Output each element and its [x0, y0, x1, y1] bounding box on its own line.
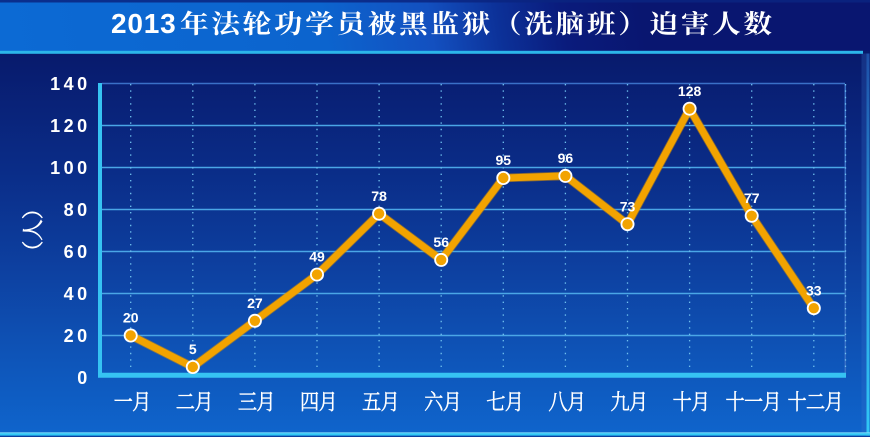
svg-text:60: 60	[64, 242, 91, 262]
svg-text:77: 77	[744, 190, 760, 206]
svg-text:27: 27	[247, 295, 263, 311]
svg-text:73: 73	[620, 198, 636, 214]
svg-text:0: 0	[77, 368, 91, 388]
svg-text:78: 78	[371, 188, 387, 204]
svg-text:96: 96	[558, 150, 574, 166]
svg-text:56: 56	[433, 234, 449, 250]
svg-text:95: 95	[496, 152, 512, 168]
svg-text:20: 20	[64, 326, 91, 346]
svg-text:80: 80	[64, 200, 91, 220]
svg-text:2013: 2013	[111, 8, 177, 39]
svg-text:128: 128	[678, 83, 702, 99]
svg-text:33: 33	[806, 282, 822, 298]
svg-text:20: 20	[123, 310, 139, 326]
svg-text:100: 100	[50, 158, 91, 178]
svg-text:49: 49	[309, 249, 325, 265]
svg-text:5: 5	[189, 341, 197, 357]
svg-text:40: 40	[64, 284, 91, 304]
svg-text:140: 140	[50, 74, 91, 94]
svg-text:120: 120	[50, 116, 91, 136]
